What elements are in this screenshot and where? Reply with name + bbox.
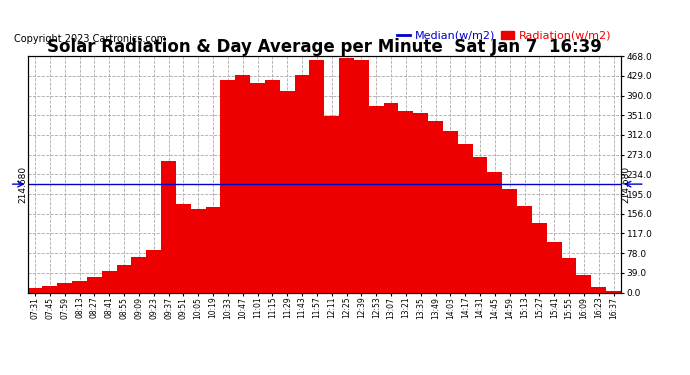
Bar: [339, 58, 354, 292]
Bar: [102, 271, 117, 292]
Bar: [547, 242, 562, 292]
Legend: Median(w/m2), Radiation(w/m2): Median(w/m2), Radiation(w/m2): [393, 26, 615, 45]
Bar: [131, 257, 146, 292]
Bar: [57, 284, 72, 292]
Bar: [368, 106, 384, 292]
Bar: [146, 250, 161, 292]
Bar: [428, 121, 443, 292]
Bar: [562, 258, 577, 292]
Bar: [384, 103, 398, 292]
Bar: [176, 204, 190, 292]
Bar: [161, 161, 176, 292]
Text: 214.680: 214.680: [621, 166, 630, 203]
Bar: [235, 75, 250, 292]
Bar: [190, 209, 206, 292]
Bar: [309, 60, 324, 292]
Bar: [72, 281, 87, 292]
Bar: [265, 81, 280, 292]
Bar: [206, 207, 221, 292]
Bar: [28, 288, 43, 292]
Text: Copyright 2023 Cartronics.com: Copyright 2023 Cartronics.com: [14, 34, 166, 44]
Bar: [577, 275, 591, 292]
Bar: [324, 116, 339, 292]
Bar: [532, 223, 547, 292]
Bar: [502, 189, 518, 292]
Title: Solar Radiation & Day Average per Minute  Sat Jan 7  16:39: Solar Radiation & Day Average per Minute…: [47, 38, 602, 56]
Bar: [354, 60, 368, 292]
Bar: [87, 278, 102, 292]
Bar: [117, 265, 131, 292]
Bar: [487, 172, 502, 292]
Bar: [443, 131, 458, 292]
Bar: [518, 206, 532, 292]
Bar: [458, 144, 473, 292]
Bar: [473, 157, 487, 292]
Bar: [221, 81, 235, 292]
Bar: [280, 91, 295, 292]
Bar: [413, 113, 428, 292]
Bar: [591, 288, 607, 292]
Bar: [607, 291, 621, 292]
Bar: [399, 111, 413, 292]
Bar: [43, 286, 57, 292]
Text: 214.680: 214.680: [19, 166, 28, 203]
Bar: [295, 75, 309, 292]
Bar: [250, 83, 265, 292]
